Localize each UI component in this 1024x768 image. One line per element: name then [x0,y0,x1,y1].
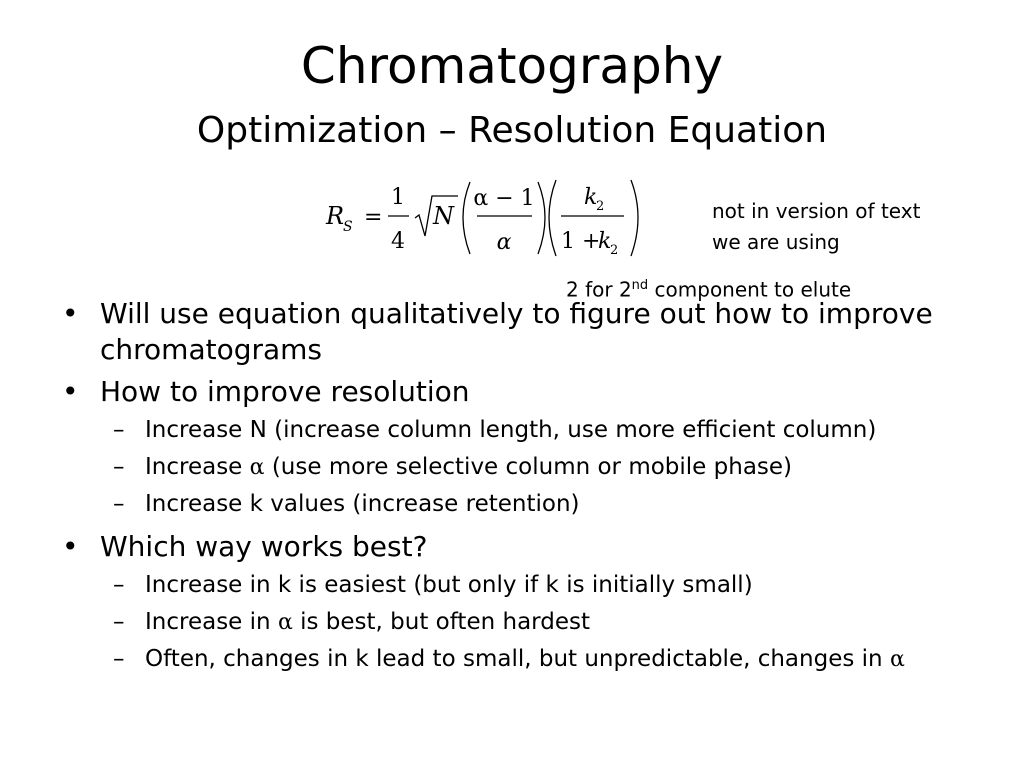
eq-paren3-left [548,179,557,257]
sub-bullet-k-easiest: Increase in k is easiest (but only if k … [100,567,980,604]
eq-frac2-numerator: α − 1 [473,186,534,211]
sub-bullet-text-post: is best, but often hardest [292,609,590,635]
dash-icon [113,412,137,449]
bullet-text: Will use equation qualitatively to figur… [100,297,933,366]
bullet-qualitative: Will use equation qualitatively to figur… [60,296,980,368]
sub-bullet-list: Increase N (increase column length, use … [100,412,980,523]
eq-frac3-denominator-sub: 2 [610,243,618,258]
dash-icon [113,641,137,678]
sub-bullet-list: Increase in k is easiest (but only if k … [100,567,980,678]
eq-frac3-denominator-k: k [598,229,611,254]
sub-bullet-alpha-best: Increase in α is best, but often hardest [100,604,980,641]
eq-frac2-denominator: α [497,230,512,255]
bullet-list: Will use equation qualitatively to figur… [60,296,980,684]
dash-icon [113,567,137,604]
eq-frac3-numerator-sub: 2 [596,199,604,214]
bullet-dot-icon [62,296,92,332]
sub-bullet-text: Increase in k is easiest (but only if k … [145,572,753,598]
version-note: not in version of text we are using [712,196,920,258]
sub-bullet-increase-alpha: Increase α (use more selective column or… [100,449,980,486]
elute-note-post: component to elute [648,277,852,302]
eq-frac3-denominator-pre: 1 + [561,229,600,254]
eq-equals: = [364,205,382,230]
bullet-improve-resolution: How to improve resolution Increase N (in… [60,374,980,523]
eq-sqrt-argument: N [432,202,455,230]
bullet-which-way: Which way works best? Increase in k is e… [60,529,980,678]
slide-subtitle: Optimization – Resolution Equation [196,110,828,151]
sub-bullet-text-pre: Increase in [145,609,278,635]
eq-frac3-numerator-k: k [584,185,597,210]
eq-rs-symbol: R [325,202,344,230]
dash-icon [113,449,137,486]
version-note-line2: we are using [712,230,840,254]
elute-note: 2 for 2nd component to elute [566,272,851,304]
sub-bullet-text: Increase k values (increase retention) [145,491,580,517]
sub-bullet-text-post: (use more selective column or mobile pha… [264,454,793,480]
eq-rs-subscript: S [343,219,353,235]
eq-frac1-denominator: 4 [391,229,405,254]
sub-bullet-text-pre: Increase [145,454,250,480]
eq-paren2-right [537,181,546,255]
elute-note-sup: nd [631,278,649,293]
bullet-text: How to improve resolution [100,375,470,408]
version-note-line1: not in version of text [712,199,921,223]
resolution-equation: R S = 1 4 N α − 1 α k 2 1 + k 2 [325,179,639,258]
dash-icon [113,604,137,641]
sub-bullet-increase-k: Increase k values (increase retention) [100,486,980,523]
sub-bullet-text-pre: Often, changes in k lead to small, but u… [145,646,890,672]
elute-note-pre: 2 for 2 [566,277,632,302]
sub-bullet-text: Increase N (increase column length, use … [145,417,877,443]
alpha-symbol: α [249,455,265,480]
dash-icon [113,486,137,523]
bullet-dot-icon [62,374,92,410]
slide-title: Chromatography [300,37,724,95]
eq-paren2-left [462,181,471,255]
eq-sqrt-sign [414,195,458,237]
bullet-dot-icon [62,529,92,565]
alpha-symbol: α [277,610,293,635]
eq-paren3-right [630,179,639,257]
bullet-text: Which way works best? [100,530,428,563]
sub-bullet-increase-n: Increase N (increase column length, use … [100,412,980,449]
eq-frac1-numerator: 1 [391,185,405,210]
alpha-symbol: α [889,647,905,672]
sub-bullet-changes-k: Often, changes in k lead to small, but u… [100,641,980,678]
